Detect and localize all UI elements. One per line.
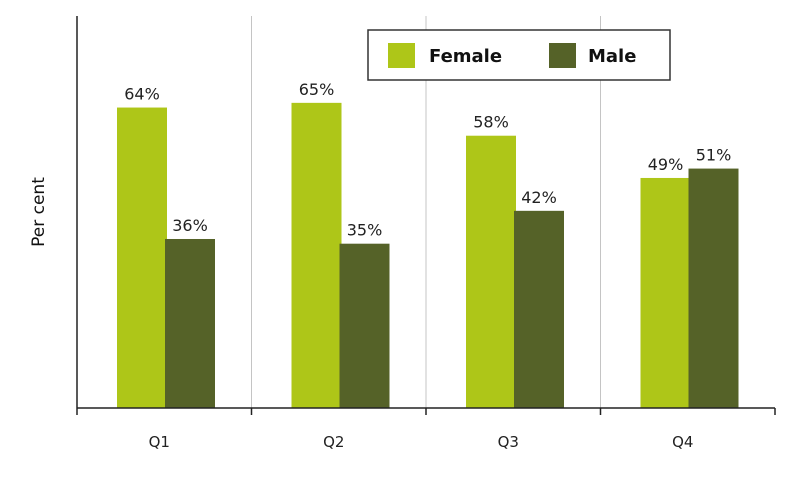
x-tick-label-q3: Q3: [498, 433, 519, 451]
legend-label-male: Male: [588, 46, 636, 67]
bar-female-q2: [291, 102, 342, 409]
data-label-male-q2: 35%: [347, 221, 383, 240]
bar-male-q3: [514, 210, 564, 408]
data-label-female-q1: 64%: [124, 85, 160, 104]
bar-female-q3: [466, 135, 516, 408]
bars: [117, 102, 739, 409]
grid-lines: [76, 16, 776, 415]
bar-male-q4: [688, 168, 739, 408]
legend-label-female: Female: [429, 46, 502, 67]
x-tick-label-q4: Q4: [672, 433, 693, 451]
legend-box: [367, 29, 671, 81]
bar-male-q2: [339, 243, 390, 408]
x-tick-label-q1: Q1: [149, 433, 170, 451]
legend: Female Male: [367, 29, 671, 81]
x-tick-labels: Q1 Q2 Q3 Q4: [149, 433, 694, 451]
data-label-male-q1: 36%: [172, 216, 208, 235]
data-label-female-q4: 49%: [648, 155, 684, 174]
data-label-female-q2: 65%: [299, 80, 335, 99]
bar-male-q1: [165, 238, 215, 408]
bar-female-q4: [640, 177, 691, 408]
x-tick-label-q2: Q2: [323, 433, 344, 451]
bar-female-q1: [117, 107, 167, 408]
data-label-male-q3: 42%: [521, 188, 557, 207]
data-label-male-q4: 51%: [696, 146, 732, 165]
legend-swatch-male: [549, 43, 576, 68]
axes: [76, 16, 775, 409]
legend-swatch-female: [388, 43, 415, 68]
y-axis-title: Per cent: [29, 177, 49, 247]
data-label-female-q3: 58%: [473, 113, 509, 132]
data-labels: 64% 36% 65% 35% 58% 42% 49% 51%: [124, 80, 731, 240]
